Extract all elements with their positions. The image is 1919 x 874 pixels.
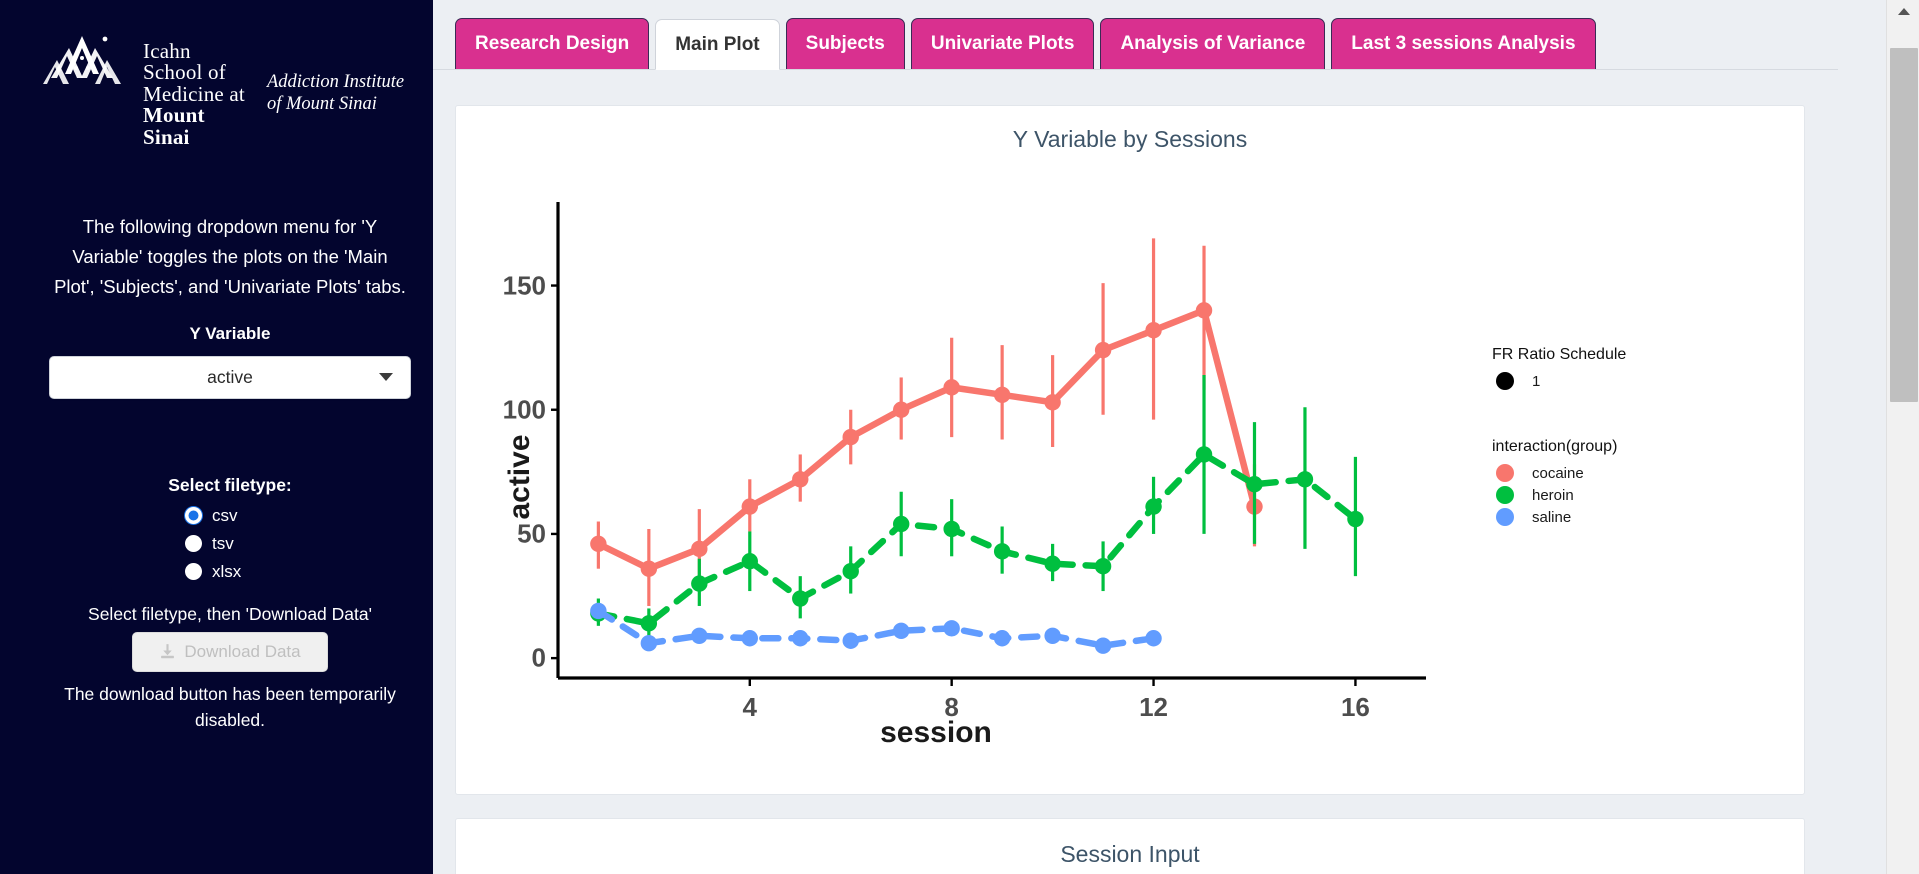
mount-sinai-peaks-icon [43, 34, 122, 90]
scroll-up-button[interactable] [1887, 0, 1919, 22]
legend-item-saline[interactable]: saline [1492, 506, 1722, 528]
legend-group-title-1: interaction(group) [1492, 438, 1618, 455]
radio-label-xlsx: xlsx [212, 561, 242, 581]
line-chart [551, 202, 1426, 686]
x-tick-16: 16 [1340, 692, 1370, 722]
radio-label-tsv: tsv [212, 533, 234, 553]
brand-line-2: School of [143, 60, 226, 85]
brand-wordmark: Icahn School of Medicine at Mount Sinai [143, 39, 245, 149]
radio-option-xlsx[interactable]: xlsx [185, 562, 275, 582]
brand-logo: Icahn School of Medicine at Mount Sinai … [27, 34, 433, 148]
institute-name: Addiction Institute of Mount Sinai [267, 72, 427, 116]
brand-line-3: Medicine at [143, 81, 245, 106]
tab-subjects[interactable]: Subjects [785, 18, 905, 69]
legend-swatch-heroin [1496, 486, 1514, 504]
legend-item-cocaine[interactable]: cocaine [1492, 462, 1722, 484]
sidebar: Icahn School of Medicine at Mount Sinai … [27, 0, 433, 874]
tab-analysis-of-variance[interactable]: Analysis of Variance [1100, 18, 1326, 69]
legend-label-heroin: heroin [1532, 486, 1574, 504]
session-input-title: Session Input [1060, 841, 1200, 867]
y-tick-50: 50 [517, 518, 546, 549]
y-tick-100: 100 [502, 394, 546, 425]
tab-research-design[interactable]: Research Design [455, 18, 650, 69]
radio-option-tsv[interactable]: tsv [185, 534, 275, 554]
legend-item-heroin[interactable]: heroin [1492, 484, 1722, 506]
sidebar-description: The following dropdown menu for 'Y Varia… [54, 216, 406, 297]
radio-dot-tsv[interactable] [185, 535, 202, 553]
filetype-label: Select filetype: [168, 474, 292, 495]
chart-canvas: active session 0 50 100 150 4 8 12 16 FR Ratio… [456, 150, 1806, 796]
chevron-up-icon [1897, 7, 1910, 15]
radio-dot-xlsx[interactable] [185, 563, 202, 581]
y-variable-value: active [207, 366, 253, 387]
x-tick-12: 12 [1139, 692, 1168, 722]
x-axis-title: session [880, 716, 992, 749]
scrollbar-thumb[interactable] [1890, 48, 1918, 402]
tab-last-3-sessions-analysis[interactable]: Last 3 sessions Analysis [1331, 18, 1596, 69]
brand-line-4: Mount [143, 103, 205, 128]
chevron-down-icon [379, 373, 393, 382]
legend-label-saline: saline [1532, 508, 1572, 526]
tab-main-plot[interactable]: Main Plot [655, 19, 780, 70]
download-icon [161, 644, 175, 659]
legend-swatch-saline [1496, 508, 1514, 526]
filetype-radio-group: csv tsv xlsx [27, 506, 433, 582]
radio-dot-csv[interactable] [185, 507, 202, 525]
download-disabled-note: The download button has been temporarily… [64, 683, 396, 731]
download-button-label: Download Data [184, 641, 301, 661]
main-content: Research Design Main Plot Subjects Univa… [433, 0, 1886, 874]
legend-swatch-cocaine [1496, 464, 1514, 482]
sidebar-edge-strip [0, 0, 27, 874]
y-variable-label: Y Variable [189, 323, 271, 343]
brand-line-5: Sinai [143, 124, 190, 149]
x-tick-8: 8 [944, 692, 959, 722]
legend-group-title-0: FR Ratio Schedule [1492, 346, 1627, 363]
institute-line-1: Addiction Institute [266, 72, 405, 92]
download-data-button: Download Data [132, 631, 328, 672]
legend-label-1: 1 [1532, 372, 1541, 390]
legend-swatch-1 [1496, 372, 1514, 390]
radio-label-csv: csv [212, 505, 238, 525]
legend-item-1[interactable]: 1 [1492, 370, 1722, 392]
tab-bar: Research Design Main Plot Subjects Univa… [433, 0, 1838, 70]
session-input-card: Session Input [455, 818, 1805, 874]
y-tick-150: 150 [502, 270, 546, 301]
institute-line-2: of Mount Sinai [266, 93, 377, 114]
download-hint: Select filetype, then 'Download Data' [88, 603, 372, 624]
plot-title: Y Variable by Sessions [1012, 126, 1248, 152]
brand-line-1: Icahn [143, 39, 191, 63]
x-tick-4: 4 [742, 692, 758, 722]
chart-legend: FR Ratio Schedule 1 interaction(group) coca… [1492, 346, 1722, 528]
legend-label-cocaine: cocaine [1532, 464, 1584, 482]
y-tick-0: 0 [531, 642, 546, 673]
tab-univariate-plots[interactable]: Univariate Plots [910, 18, 1095, 69]
radio-option-csv[interactable]: csv [185, 506, 275, 526]
page-scrollbar[interactable] [1886, 0, 1919, 874]
y-variable-select[interactable]: active [49, 355, 411, 399]
